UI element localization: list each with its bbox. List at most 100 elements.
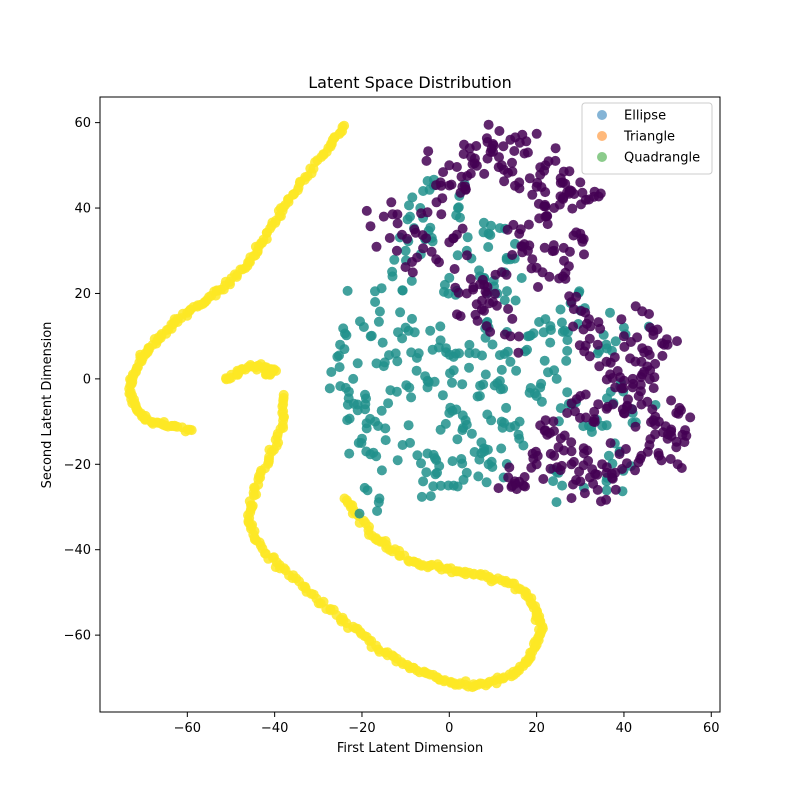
data-point — [445, 402, 456, 413]
data-point — [510, 295, 521, 306]
data-point — [449, 264, 460, 274]
data-point — [387, 209, 398, 220]
data-point — [539, 355, 550, 366]
data-point — [564, 166, 575, 177]
data-point — [652, 324, 663, 335]
data-point — [493, 483, 504, 494]
data-point — [657, 350, 668, 361]
data-point — [366, 330, 377, 341]
data-point — [566, 398, 577, 409]
data-point — [416, 208, 427, 219]
data-point — [564, 186, 575, 197]
data-point — [362, 485, 373, 496]
data-point — [551, 497, 562, 508]
data-point — [418, 243, 429, 254]
data-point — [436, 209, 447, 220]
data-point — [630, 301, 641, 312]
data-point — [616, 383, 627, 394]
data-point — [477, 350, 487, 361]
data-point — [407, 267, 418, 278]
legend-marker — [597, 131, 607, 141]
data-point — [545, 448, 556, 459]
data-point — [536, 396, 547, 407]
data-point — [485, 326, 496, 337]
data-point — [432, 467, 442, 478]
data-point — [575, 177, 586, 188]
data-point — [395, 307, 406, 318]
data-point — [533, 282, 543, 292]
data-point — [529, 388, 540, 399]
data-point — [574, 466, 585, 477]
data-point — [403, 420, 414, 431]
data-point — [665, 454, 676, 464]
data-point — [608, 399, 618, 410]
data-point — [516, 273, 527, 283]
data-point — [376, 405, 387, 416]
data-point — [555, 304, 566, 315]
data-point — [564, 291, 575, 302]
data-point — [365, 413, 376, 424]
data-point — [503, 472, 514, 483]
data-point — [380, 423, 391, 434]
data-point — [438, 167, 449, 178]
data-point — [630, 356, 641, 367]
data-point — [429, 376, 440, 387]
points-layer — [124, 119, 696, 693]
data-point — [326, 367, 337, 377]
x-tick-label: −20 — [348, 721, 375, 736]
data-point — [491, 300, 502, 311]
data-point — [557, 480, 568, 491]
data-point — [635, 379, 646, 390]
data-point — [496, 443, 507, 454]
data-point — [562, 387, 573, 398]
data-point — [451, 229, 462, 240]
data-point — [416, 458, 426, 469]
data-point — [497, 422, 508, 433]
data-point — [499, 349, 510, 359]
data-point — [544, 428, 555, 439]
data-point — [411, 365, 422, 376]
data-point — [566, 446, 577, 457]
data-point — [534, 317, 545, 327]
data-point — [490, 288, 500, 299]
data-point — [592, 339, 603, 350]
data-point — [341, 330, 352, 341]
data-point — [324, 383, 335, 394]
data-point — [372, 506, 383, 516]
data-point — [514, 137, 525, 148]
data-point — [479, 305, 489, 316]
data-point — [407, 192, 418, 203]
data-point — [685, 412, 696, 423]
legend-marker — [597, 110, 607, 120]
data-point — [650, 358, 661, 369]
data-point — [510, 180, 520, 191]
data-point — [452, 309, 462, 320]
data-point — [386, 197, 397, 208]
data-point — [435, 321, 446, 332]
data-point — [371, 241, 382, 252]
data-point — [593, 399, 604, 410]
y-tick-label: 40 — [74, 202, 91, 217]
data-point — [502, 286, 512, 297]
data-point — [562, 408, 573, 418]
data-point — [421, 467, 432, 478]
data-point — [334, 362, 345, 373]
data-point — [483, 119, 494, 130]
data-point — [525, 330, 536, 341]
data-point — [534, 213, 545, 224]
data-point — [602, 393, 612, 404]
data-point — [444, 160, 455, 171]
data-point — [458, 422, 469, 433]
data-point — [407, 257, 417, 267]
data-point — [467, 159, 478, 170]
data-point — [473, 471, 484, 482]
data-point — [481, 133, 492, 144]
data-point — [671, 436, 682, 447]
data-point — [650, 419, 661, 430]
data-point — [385, 385, 396, 396]
data-point — [416, 491, 427, 502]
data-point — [486, 415, 497, 426]
legend-label: Quadrangle — [624, 151, 700, 166]
data-point — [614, 449, 625, 460]
data-point — [523, 219, 534, 230]
